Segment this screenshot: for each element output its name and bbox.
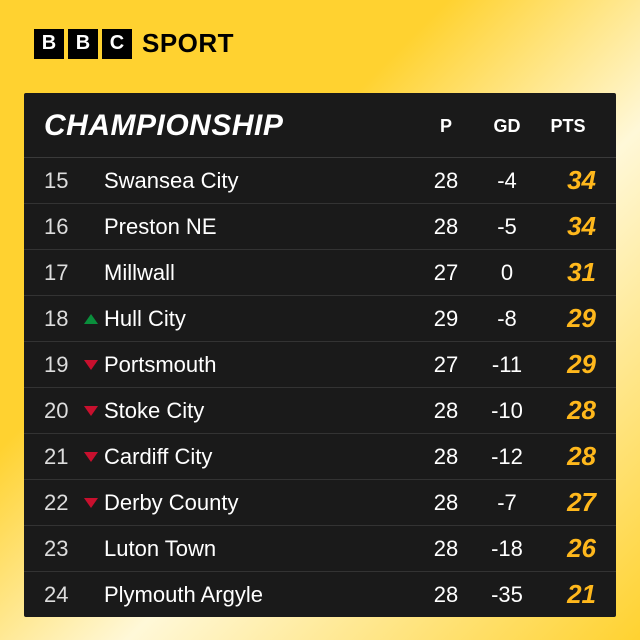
points: 28 [540,441,596,472]
table-row: 15 Swansea City28-434 [24,158,616,204]
move-down-icon [82,406,100,416]
table-row: 22 Derby County28-727 [24,480,616,526]
table-row: 21Cardiff City28-1228 [24,434,616,480]
table-row: 17 Millwall27031 [24,250,616,296]
played: 28 [418,398,474,424]
table-body: 15Swansea City28-43416Preston NE28-53417… [24,158,616,617]
goal-difference: -35 [474,582,540,608]
played: 28 [418,582,474,608]
played: 28 [418,168,474,194]
team-name: Plymouth Argyle [100,582,418,608]
move-down-icon [82,498,100,508]
team-name: Preston NE [100,214,418,240]
points: 21 [540,579,596,610]
played: 28 [418,490,474,516]
goal-difference: -18 [474,536,540,562]
position: 23 [44,536,82,562]
team-name: Luton Town [100,536,418,562]
col-header-played: P [418,116,474,137]
table-row: 18Hull City29-829 [24,296,616,342]
goal-difference: -10 [474,398,540,424]
brand-header: B B C SPORT [0,0,640,59]
played: 28 [418,444,474,470]
position: 24 [44,582,82,608]
goal-difference: 0 [474,260,540,286]
played: 27 [418,260,474,286]
table-row: 20Stoke City28-1028 [24,388,616,434]
position: 21 [44,444,82,470]
move-up-icon [82,314,100,324]
col-header-gd: GD [474,116,540,137]
bbc-logo: B B C [34,29,132,59]
played: 28 [418,214,474,240]
goal-difference: -5 [474,214,540,240]
bbc-block-b1: B [34,29,64,59]
points: 27 [540,487,596,518]
table-header: CHAMPIONSHIP P GD PTS [24,93,616,158]
points: 29 [540,349,596,380]
points: 31 [540,257,596,288]
points: 29 [540,303,596,334]
position: 20 [44,398,82,424]
position: 19 [44,352,82,378]
position: 17 [44,260,82,286]
table-row: 16 Preston NE28-534 [24,204,616,250]
points: 28 [540,395,596,426]
points: 34 [540,165,596,196]
goal-difference: -12 [474,444,540,470]
team-name: Stoke City [100,398,418,424]
goal-difference: -4 [474,168,540,194]
sport-label: SPORT [142,28,234,59]
bbc-block-c: C [102,29,132,59]
team-name: Swansea City [100,168,418,194]
league-title: CHAMPIONSHIP [44,109,418,143]
table-row: 24 Plymouth Argyle28-3521 [24,572,616,617]
played: 28 [418,536,474,562]
points: 26 [540,533,596,564]
move-down-icon [82,360,100,370]
position: 16 [44,214,82,240]
position: 15 [44,168,82,194]
points: 34 [540,211,596,242]
league-table: CHAMPIONSHIP P GD PTS 15Swansea City28-4… [24,93,616,617]
played: 27 [418,352,474,378]
col-header-pts: PTS [540,116,596,137]
table-row: 19 Portsmouth27-1129 [24,342,616,388]
team-name: Cardiff City [100,444,418,470]
bbc-block-b2: B [68,29,98,59]
goal-difference: -7 [474,490,540,516]
table-row: 23 Luton Town28-1826 [24,526,616,572]
move-down-icon [82,452,100,462]
played: 29 [418,306,474,332]
goal-difference: -8 [474,306,540,332]
team-name: Millwall [100,260,418,286]
team-name: Derby County [100,490,418,516]
position: 18 [44,306,82,332]
position: 22 [44,490,82,516]
team-name: Hull City [100,306,418,332]
goal-difference: -11 [474,352,540,378]
team-name: Portsmouth [100,352,418,378]
